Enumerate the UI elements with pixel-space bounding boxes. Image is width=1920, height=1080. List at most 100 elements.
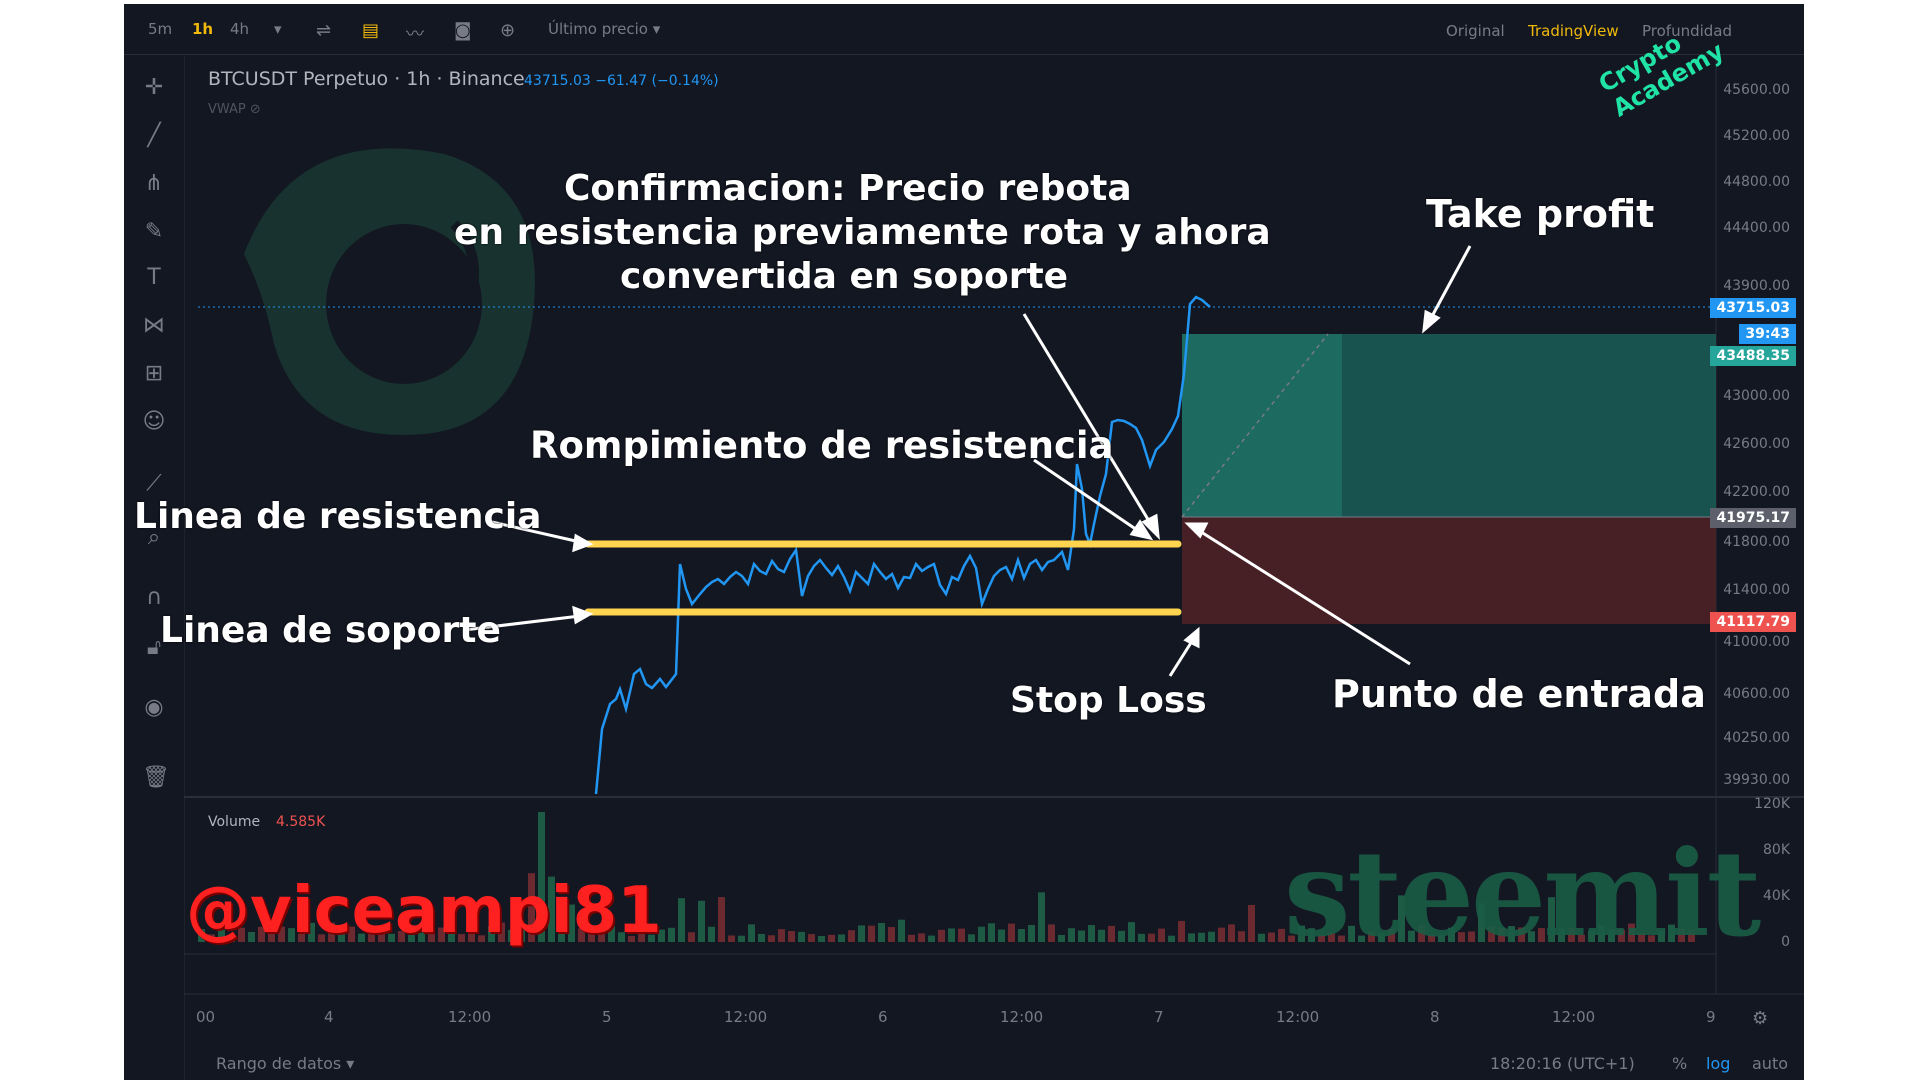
- volume-bar: [718, 897, 725, 942]
- annotation-stop-loss: Stop Loss: [1010, 680, 1207, 721]
- symbol-price: 43715.03 −61.47 (−0.14%): [524, 73, 719, 89]
- add-icon[interactable]: ⊕: [500, 20, 516, 41]
- volume-bar: [1188, 933, 1195, 942]
- volume-bar: [378, 928, 385, 942]
- annotation-take-profit: Take profit: [1426, 192, 1655, 236]
- volume-bar: [358, 933, 365, 942]
- volume-bar: [1408, 930, 1415, 942]
- take-profit-badge: 43488.35: [1710, 346, 1796, 366]
- price-source-dropdown[interactable]: Último precio ▾: [548, 20, 661, 38]
- trash-icon[interactable]: 🗑︎: [142, 765, 170, 790]
- volume-bar: [1608, 929, 1615, 942]
- arrow-breakout: [1033, 458, 1141, 534]
- pattern-icon[interactable]: ⋈: [143, 313, 165, 338]
- volume-bar: [628, 935, 635, 942]
- zoom-icon[interactable]: ⌕: [147, 525, 161, 550]
- volume-bar: [968, 934, 975, 942]
- chevron-down-icon[interactable]: ▾: [274, 20, 282, 38]
- date-range-button[interactable]: Rango de datos ▾: [216, 1054, 355, 1073]
- volume-bar: [688, 932, 695, 942]
- annotation-resistance: Linea de resistencia: [134, 496, 542, 537]
- volume-bar: [1458, 932, 1465, 942]
- volume-bar: [1148, 933, 1155, 942]
- brush-icon[interactable]: ✎: [144, 219, 164, 244]
- volume-bar: [1588, 930, 1595, 942]
- volume-bar: [708, 926, 715, 942]
- y-tick: 41000.00: [1723, 634, 1790, 650]
- arrow-confirmation: [1022, 313, 1154, 527]
- lock-icon[interactable]: 🔓︎: [146, 635, 162, 660]
- gear-icon[interactable]: ⚙: [1752, 1008, 1769, 1029]
- text-icon[interactable]: T: [147, 265, 161, 290]
- interval-4h[interactable]: 4h: [230, 20, 250, 38]
- volume-tick: 120K: [1754, 796, 1790, 812]
- x-tick: 12:00: [1276, 1008, 1320, 1026]
- ruler-icon[interactable]: ⟋: [146, 471, 162, 496]
- volume-bar: [278, 926, 285, 942]
- eye-icon[interactable]: ◉: [144, 695, 164, 720]
- vwap-indicator[interactable]: VWAP ⊘: [208, 102, 261, 117]
- volume-bar: [1198, 932, 1205, 942]
- log-toggle[interactable]: log: [1706, 1054, 1731, 1073]
- prediction-icon[interactable]: ⊞: [144, 361, 164, 386]
- volume-bar: [428, 929, 435, 942]
- volume-bar: [1498, 927, 1505, 942]
- volume-bar: [978, 926, 985, 942]
- volume-bar: [558, 902, 565, 942]
- volume-bar: [568, 904, 575, 942]
- volume-bar: [598, 932, 605, 942]
- y-tick: 43900.00: [1723, 278, 1790, 294]
- volume-bar: [1018, 929, 1025, 942]
- chart-type-icon[interactable]: 〰: [406, 24, 424, 45]
- y-tick: 41800.00: [1723, 534, 1790, 550]
- stop-loss-zone[interactable]: [1182, 517, 1716, 624]
- volume-bar: [918, 933, 925, 942]
- magnet-icon[interactable]: ∩: [145, 585, 163, 610]
- volume-bar: [1628, 923, 1635, 942]
- emoji-icon[interactable]: ☺: [142, 409, 166, 434]
- view-tradingview[interactable]: TradingView: [1528, 22, 1619, 40]
- x-tick: 8: [1430, 1008, 1440, 1026]
- volume-bar: [448, 925, 455, 942]
- y-tick: 43000.00: [1723, 388, 1790, 404]
- interval-1h[interactable]: 1h: [192, 20, 214, 38]
- volume-bar: [1068, 928, 1075, 942]
- indicators-icon[interactable]: ▤: [362, 20, 380, 41]
- interval-5m[interactable]: 5m: [148, 20, 173, 38]
- volume-bar: [1218, 927, 1225, 942]
- settings-sliders-icon[interactable]: ⇌: [316, 20, 332, 41]
- auto-toggle[interactable]: auto: [1752, 1054, 1789, 1073]
- percent-toggle[interactable]: %: [1672, 1054, 1688, 1073]
- volume-bar: [878, 922, 885, 942]
- volume-bar: [338, 930, 345, 942]
- volume-bar: [468, 929, 475, 942]
- trendline-icon[interactable]: ╱: [147, 123, 161, 148]
- volume-bar: [1128, 922, 1135, 942]
- pitchfork-icon[interactable]: ⋔: [144, 171, 164, 196]
- volume-bar: [1348, 925, 1355, 942]
- volume-bar: [1368, 932, 1375, 942]
- eye-off-icon[interactable]: ⊘: [249, 102, 261, 117]
- volume-bar: [368, 929, 375, 942]
- volume-bar: [488, 926, 495, 942]
- crosshair-icon[interactable]: ✛: [144, 75, 164, 100]
- price-series: [594, 295, 1211, 795]
- chart-canvas[interactable]: [124, 4, 1804, 1080]
- view-original[interactable]: Original: [1446, 22, 1505, 40]
- volume-value: 4.585K: [276, 814, 326, 830]
- logo-watermark: [244, 148, 535, 435]
- y-tick: 45600.00: [1723, 82, 1790, 98]
- volume-bar: [1238, 931, 1245, 942]
- volume-bar: [1478, 903, 1485, 942]
- stop-loss-badge: 41117.79: [1710, 612, 1796, 632]
- volume-bar: [1278, 928, 1285, 942]
- volume-bar: [1418, 924, 1425, 942]
- volume-bar: [1668, 924, 1675, 942]
- volume-bar: [1598, 925, 1605, 942]
- camera-icon[interactable]: ◙: [454, 20, 472, 41]
- volume-bar: [1428, 934, 1435, 942]
- view-depth[interactable]: Profundidad: [1642, 22, 1733, 40]
- volume-bar: [308, 922, 315, 942]
- volume-bar: [478, 935, 485, 942]
- annotation-breakout: Rompimiento de resistencia: [530, 424, 1114, 467]
